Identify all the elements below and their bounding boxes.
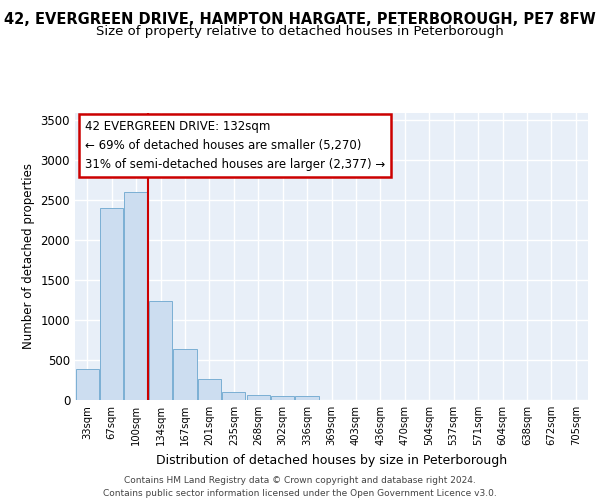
Bar xyxy=(271,396,294,400)
Bar xyxy=(124,192,148,400)
Text: 42, EVERGREEN DRIVE, HAMPTON HARGATE, PETERBOROUGH, PE7 8FW: 42, EVERGREEN DRIVE, HAMPTON HARGATE, PE… xyxy=(4,12,596,28)
Bar xyxy=(247,395,270,400)
Text: Contains HM Land Registry data © Crown copyright and database right 2024.
Contai: Contains HM Land Registry data © Crown c… xyxy=(103,476,497,498)
Bar xyxy=(222,392,245,400)
Bar xyxy=(100,208,123,400)
Bar xyxy=(198,379,221,400)
Bar xyxy=(173,349,197,400)
Text: 42 EVERGREEN DRIVE: 132sqm
← 69% of detached houses are smaller (5,270)
31% of s: 42 EVERGREEN DRIVE: 132sqm ← 69% of deta… xyxy=(85,120,386,170)
X-axis label: Distribution of detached houses by size in Peterborough: Distribution of detached houses by size … xyxy=(156,454,507,466)
Bar xyxy=(295,396,319,400)
Text: Size of property relative to detached houses in Peterborough: Size of property relative to detached ho… xyxy=(96,25,504,38)
Y-axis label: Number of detached properties: Number of detached properties xyxy=(22,163,35,350)
Bar xyxy=(149,301,172,400)
Bar xyxy=(76,369,99,400)
